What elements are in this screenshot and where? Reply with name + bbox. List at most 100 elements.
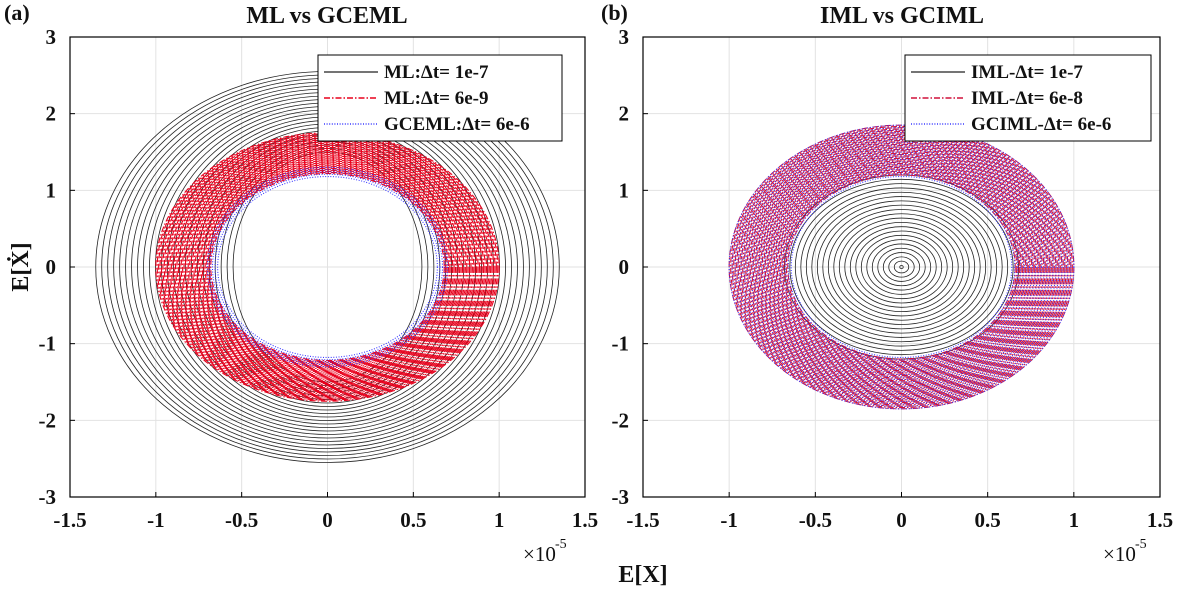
series-loop — [733, 128, 1070, 406]
series-loop — [833, 213, 970, 321]
series-loop — [767, 156, 1036, 378]
series-loop — [764, 153, 1039, 381]
panel-a: -1.5 -1 -0.5 0 0.5 1 1.5 -3 -2 -1 0 1 2 3 ML vs GCEM… — [4, 0, 598, 566]
series-loop — [209, 169, 446, 365]
series-loop — [787, 173, 1016, 361]
series-loop — [761, 151, 1042, 383]
series-loop — [776, 165, 1027, 369]
legend-label-ml-6e9: ML:Δt= 6e-9 — [384, 88, 489, 109]
series-loop — [196, 162, 459, 372]
x-exponent-power-b: -5 — [1135, 537, 1147, 552]
legend-label-iml-6e8: IML-Δt= 6e-8 — [971, 88, 1083, 109]
x-exponent-power-a: -5 — [555, 537, 567, 552]
series-loop — [740, 134, 1063, 400]
series-loop — [782, 170, 1021, 364]
series-b-1 — [728, 124, 1075, 410]
series-loop — [755, 146, 1048, 388]
series-loop — [158, 134, 497, 400]
series-loop — [217, 175, 438, 359]
series-loop — [182, 152, 473, 382]
series-loop — [172, 144, 483, 390]
series-loop — [757, 148, 1046, 386]
series-loop — [166, 140, 489, 394]
y-tick-label: 3 — [46, 25, 57, 49]
legend-label-iml-1e7: IML-Δt= 1e-7 — [971, 62, 1083, 83]
series-loop — [816, 200, 987, 334]
x-tick-label: 0 — [896, 508, 907, 532]
series-loop — [206, 166, 449, 368]
series-loop — [728, 124, 1075, 410]
series-loop — [191, 159, 464, 375]
x-tick-label: -1 — [720, 508, 738, 532]
y-tick-label: 0 — [46, 255, 57, 279]
series-loop — [827, 209, 976, 325]
series-loop — [772, 161, 1031, 373]
x-ticks-a: -1.5 -1 -0.5 0 0.5 1 1.5 — [53, 492, 598, 532]
x-tick-label: 1 — [494, 508, 505, 532]
series-loop — [194, 161, 461, 373]
legend-label-gciml: GCIML-Δt= 6e-6 — [971, 114, 1111, 135]
series-loop — [822, 204, 981, 330]
x-tick-label: 1.5 — [572, 508, 598, 532]
series-loop — [775, 164, 1028, 370]
x-tick-label: -0.5 — [799, 508, 832, 532]
series-loop — [781, 169, 1022, 365]
x-tick-label: -1.5 — [53, 508, 86, 532]
y-tick-label: -2 — [39, 408, 57, 432]
panel-label-a: (a) — [4, 0, 30, 25]
series-loop — [739, 133, 1064, 401]
series-loop — [790, 175, 1013, 359]
series-loop — [888, 256, 915, 278]
series-loop — [772, 161, 1031, 373]
series-loop — [173, 145, 482, 389]
series-loop — [778, 166, 1025, 368]
y-tick-label: 2 — [619, 102, 630, 126]
series-loop — [743, 136, 1060, 398]
series-loop — [745, 138, 1058, 396]
series-loop — [730, 125, 1073, 409]
series-loop — [177, 148, 478, 386]
series-loop — [176, 147, 479, 387]
x-tick-label: -1.5 — [626, 508, 659, 532]
series-loop — [731, 127, 1072, 407]
x-tick-label: -0.5 — [225, 508, 258, 532]
series-loop — [752, 144, 1051, 390]
legend-b: IML-Δt= 1e-7 IML-Δt= 6e-8 GCIML-Δt= 6e-6 — [904, 54, 1152, 142]
series-loop — [871, 243, 932, 291]
series-loop — [766, 156, 1037, 378]
title-b: IML vs GCIML — [820, 3, 984, 29]
series-loop — [163, 138, 492, 396]
series-loop — [203, 167, 452, 367]
y-tick-label: 3 — [619, 25, 630, 49]
x-ticks-b: -1.5 -1 -0.5 0 0.5 1 1.5 — [626, 492, 1173, 532]
series-loop — [811, 196, 992, 338]
series-group-b — [728, 124, 1075, 410]
series-loop — [855, 230, 948, 304]
series-loop — [167, 141, 488, 393]
y-tick-label: -3 — [612, 485, 630, 509]
y-tick-label: -3 — [39, 485, 57, 509]
series-loop — [169, 142, 486, 392]
x-exponent-b: ×10 -5 — [1103, 537, 1147, 566]
x-axis-label: E[X] — [618, 562, 667, 588]
series-loop — [805, 191, 998, 343]
series-loop — [758, 149, 1045, 385]
series-loop — [189, 157, 466, 377]
panel-b: -1.5 -1 -0.5 0 0.5 1 1.5 -3 -2 -1 0 1 2 3 IML vs GCI… — [601, 0, 1173, 588]
legend-label-gceml: GCEML:Δt= 6e-6 — [384, 114, 530, 135]
series-loop — [190, 158, 465, 376]
x-exponent-label-b: ×10 — [1103, 542, 1136, 566]
series-loop — [893, 260, 910, 274]
series-loop — [844, 221, 959, 313]
series-loop — [179, 149, 476, 385]
series-loop — [742, 136, 1061, 398]
series-loop — [849, 226, 954, 308]
series-loop — [736, 131, 1067, 403]
series-loop — [773, 162, 1030, 372]
series-a-2 — [206, 166, 449, 368]
series-loop — [160, 136, 495, 398]
series-loop — [197, 163, 458, 371]
series-loop — [200, 165, 455, 369]
x-tick-label: 0.5 — [400, 508, 426, 532]
series-loop — [794, 183, 1009, 351]
